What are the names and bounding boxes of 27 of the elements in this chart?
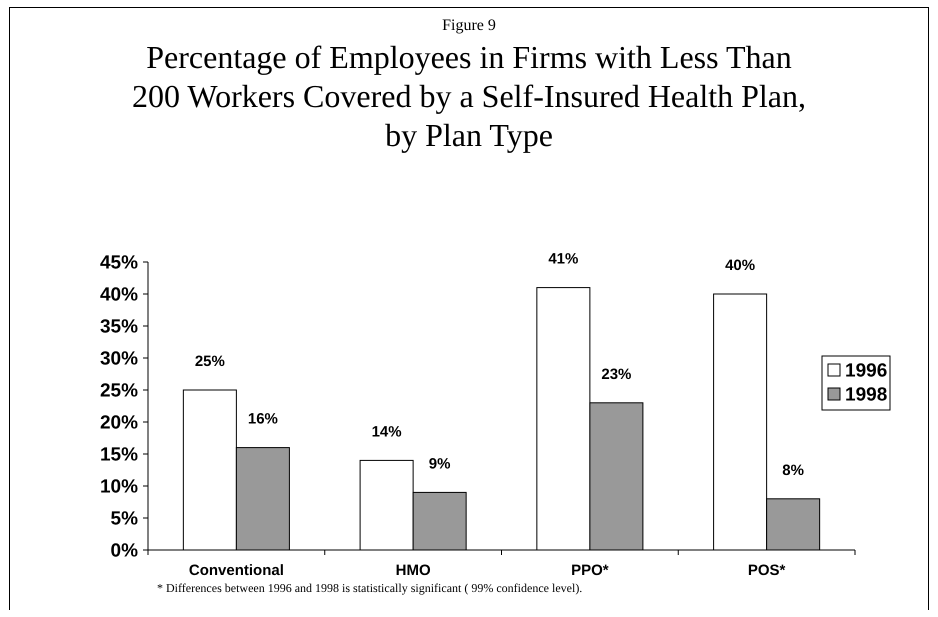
y-tick-label: 15%	[100, 444, 138, 466]
x-tick-label: HMO	[396, 562, 431, 579]
x-tick-label: PPO*	[571, 562, 609, 579]
data-label: 9%	[428, 455, 450, 472]
y-tick-label: 30%	[100, 348, 138, 370]
data-label: 41%	[548, 250, 578, 268]
data-label: 23%	[601, 366, 632, 383]
x-tick-label: Conventional	[188, 562, 284, 579]
y-tick-label: 5%	[110, 508, 138, 530]
legend-label: 1996	[845, 360, 888, 382]
y-tick-label: 10%	[100, 476, 138, 498]
text: * Differences between 1996 and 1998 is statistically significant ( 99% confidence level).	[157, 581, 582, 595]
y-tick-label: 0%	[110, 540, 138, 562]
data-label: 40%	[725, 257, 756, 274]
x-tick-label: POS*	[748, 562, 786, 579]
data-label: 8%	[782, 462, 804, 479]
y-tick-label: 45%	[100, 252, 138, 274]
data-label: 16%	[248, 410, 278, 428]
legend-label: 1998	[845, 384, 888, 406]
data-label: 25%	[194, 353, 225, 370]
y-tick-label: 40%	[100, 284, 138, 306]
chart-title: Percentage of Employees in Firms with Less Than 200 Workers Covered by a Self-Insured Health Plan, by Plan Type	[132, 39, 806, 153]
y-tick-label: 35%	[100, 316, 138, 338]
data-label: 14%	[372, 423, 402, 440]
y-tick-label: 20%	[100, 412, 138, 434]
chart-subtitle: Figure 9	[442, 17, 496, 34]
y-tick-label: 25%	[100, 380, 138, 402]
